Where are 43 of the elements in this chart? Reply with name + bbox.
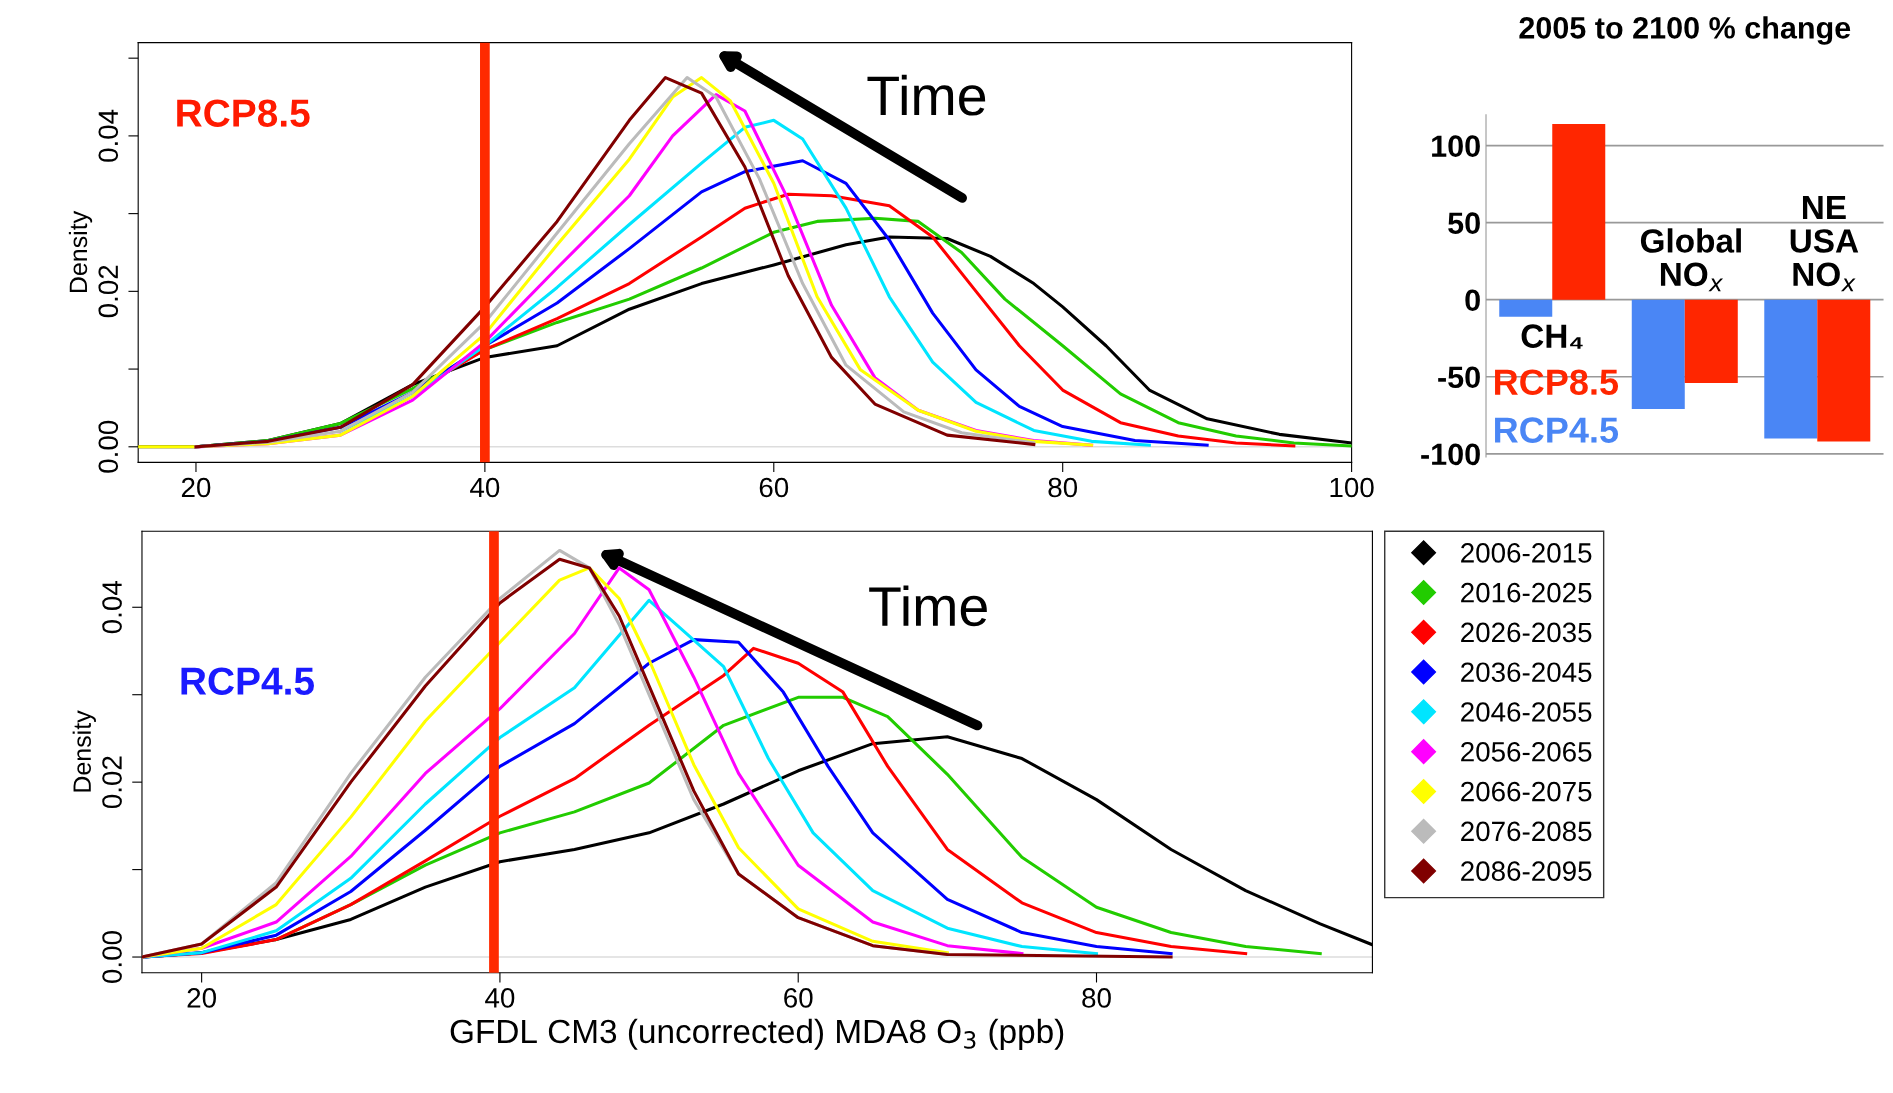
annotation: Time	[867, 74, 986, 116]
legend-label: 2026-2035	[1461, 622, 1592, 643]
annotation: RCP8.5	[177, 99, 310, 127]
x-tick-label: 60	[784, 988, 813, 1008]
legend-label: 2016-2025	[1461, 582, 1592, 603]
annotation: RCP4.5	[181, 667, 314, 695]
x-tick-label: 80	[1048, 477, 1078, 498]
y-tick-label: 0.00	[98, 420, 119, 473]
x-tick-label: 40	[470, 477, 500, 498]
x-tick-label: 40	[485, 988, 515, 1008]
legend-label: 2056-2065	[1461, 741, 1592, 762]
series-label: RCP4.5	[1495, 417, 1619, 443]
x-axis-title: GFDL CM3 (uncorrected) MDA8 O$_{3}$ (ppb)	[450, 1018, 1064, 1050]
y-tick-label: -50	[1438, 366, 1480, 389]
legend-label: 2046-2055	[1461, 702, 1592, 722]
y-tick-label: -100	[1421, 443, 1480, 466]
x-tick-label: 20	[181, 477, 211, 498]
x-tick-label: 100	[1330, 477, 1374, 498]
y-tick-label: 0.00	[102, 931, 122, 983]
y-tick-label: 50	[1448, 212, 1480, 235]
legend-label: 2086-2095	[1461, 861, 1592, 881]
y-axis-title: Density	[72, 710, 96, 792]
y-tick-label: 100	[1432, 135, 1480, 157]
legend-label: 2006-2015	[1461, 543, 1592, 563]
y-tick-label: 0.04	[102, 581, 122, 634]
legend-label: 2076-2085	[1461, 821, 1592, 842]
line-series	[141, 557, 1173, 959]
x-tick-label: 80	[1082, 988, 1111, 1008]
x-tick-label: NE USA NO$_{x}$	[1790, 196, 1859, 292]
legend-label: 2066-2075	[1461, 781, 1592, 802]
x-tick-label: Global NO$_{x}$	[1640, 228, 1741, 292]
y-tick-label: 0.04	[98, 109, 119, 162]
chart-title: 2005 to 2100 % change	[1519, 16, 1851, 45]
y-axis-title: Density	[68, 210, 93, 293]
x-tick-label: CH₄	[1521, 324, 1583, 349]
y-tick-label: 0.02	[98, 265, 119, 318]
annotation: Time	[869, 585, 987, 627]
y-tick-label: 0	[1465, 289, 1480, 312]
x-tick-label: 60	[759, 477, 789, 498]
legend-label: 2036-2045	[1461, 662, 1592, 683]
series-label: RCP8.5	[1495, 369, 1619, 395]
x-tick-label: 20	[187, 988, 216, 1008]
y-tick-label: 0.02	[102, 756, 122, 809]
